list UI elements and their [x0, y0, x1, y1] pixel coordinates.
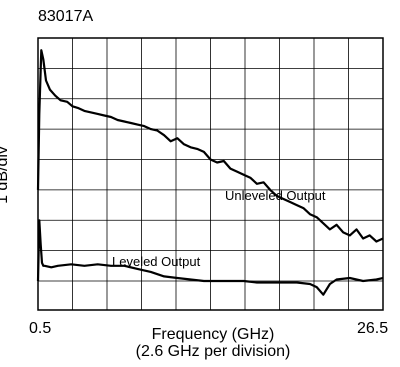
- chart-title: 83017A: [38, 8, 94, 25]
- x-tick-label-min: 0.5: [29, 320, 52, 337]
- chart-series: [36, 49, 384, 296]
- x-axis-label-main: Frequency (GHz): [151, 326, 275, 343]
- series-line-leveled-output: [36, 219, 384, 296]
- series-line-unleveled-output: [36, 49, 384, 243]
- series-label-leveled-output: Leveled Output: [112, 254, 201, 269]
- x-axis-label: Frequency (GHz) (2.6 GHz per division): [113, 326, 313, 360]
- series-label-unleveled-output: Unleveled Output: [225, 188, 326, 203]
- x-tick-label-max: 26.5: [357, 320, 389, 337]
- chart-grid: [37, 37, 384, 311]
- x-axis-label-sub: (2.6 GHz per division): [135, 343, 291, 360]
- series-labels: Unleveled Output Leveled Output: [112, 188, 326, 269]
